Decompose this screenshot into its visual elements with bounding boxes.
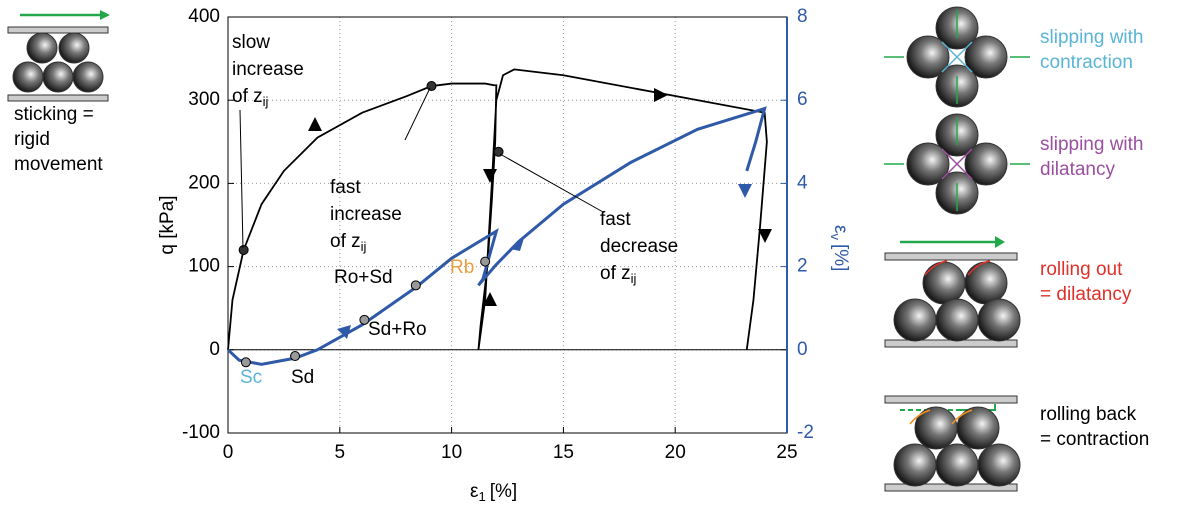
y2-tick-label: 6 (797, 89, 808, 110)
y2-axis-label-symbol: ε (830, 225, 851, 234)
y2-axis-label-subscript: v (828, 233, 843, 240)
annotation-text: of zij (600, 263, 637, 286)
panel-label: = contraction (1040, 429, 1149, 450)
marker (290, 351, 301, 362)
direction-arrow (654, 88, 668, 102)
x-tick-label: 25 (776, 442, 797, 463)
panel-label: movement (14, 154, 103, 175)
y-axis-label: q [kPa] (157, 195, 178, 254)
y-tick-label: 400 (188, 6, 220, 27)
panel-label: slipping with (1040, 134, 1144, 155)
y-tick-label: 200 (188, 172, 220, 193)
leader-line (239, 109, 244, 249)
annotation-subscript: ij (263, 94, 269, 109)
marker-label: Ro+Sd (334, 267, 393, 288)
annotation-text: fast (330, 177, 361, 198)
y2-tick-label: 8 (797, 6, 808, 27)
annotation-text: increase (330, 204, 402, 225)
y-tick-label: 0 (209, 339, 220, 360)
panel-label: rolling out (1040, 259, 1123, 280)
annotation-text: increase (232, 59, 304, 80)
y2-tick-label: 0 (797, 339, 808, 360)
y2-axis-label: εv [%] (828, 225, 851, 271)
y2-axis-label-unit: [%] (830, 244, 851, 271)
direction-arrow (308, 117, 322, 131)
marker-label: Sc (240, 367, 262, 388)
annotation-subscript: ij (361, 239, 367, 254)
panel-label: contraction (1040, 52, 1133, 73)
marker (240, 357, 251, 368)
direction-arrow (483, 169, 497, 183)
panel-label: rolling back (1040, 404, 1137, 425)
marker-label: Sd+Ro (368, 319, 427, 340)
diagrams (7, 6, 1030, 492)
panel-label: slipping with (1040, 27, 1144, 48)
x-axis-label: ε1 [%] (470, 481, 517, 504)
annotation-text: slow (232, 32, 270, 53)
marker (480, 256, 491, 267)
panel-label: dilatancy (1040, 159, 1115, 180)
x-tick-label: 20 (665, 442, 686, 463)
x-axis-label-symbol: ε (470, 481, 479, 502)
panel-label: sticking = (14, 104, 94, 125)
x-tick-label: 10 (441, 442, 462, 463)
annotation-text: decrease (600, 236, 678, 257)
y2-tick-label: 4 (797, 172, 808, 193)
marker (426, 81, 437, 92)
direction-arrow (758, 229, 772, 243)
annotation-subscript: ij (631, 271, 637, 286)
annotation-text: of zij (330, 231, 367, 254)
y2-tick-label: -2 (797, 422, 814, 443)
series-line (227, 68, 768, 350)
direction-arrow (483, 292, 497, 306)
leader-line (404, 87, 431, 141)
x-tick-label: 15 (553, 442, 574, 463)
y2-tick-label: 2 (797, 256, 808, 277)
x-axis-label-unit: [%] (490, 481, 517, 502)
y-tick-label: -100 (182, 422, 220, 443)
panel-label: = dilatancy (1040, 284, 1132, 305)
direction-arrow (510, 238, 524, 251)
y-tick-label: 100 (188, 256, 220, 277)
direction-arrow (337, 325, 351, 339)
x-axis-label-subscript: 1 (478, 489, 485, 504)
panel-label: rigid (14, 129, 50, 150)
annotation-text: of zij (232, 86, 269, 109)
marker (359, 314, 370, 325)
direction-arrow (738, 184, 752, 198)
marker-label: Sd (291, 367, 314, 388)
x-tick-label: 5 (335, 442, 346, 463)
marker (238, 244, 249, 255)
y-tick-label: 300 (188, 89, 220, 110)
marker (410, 280, 421, 291)
x-tick-label: 0 (223, 442, 234, 463)
annotation-text: fast (600, 209, 631, 230)
marker-label: Rb (450, 257, 474, 278)
leader-line (499, 153, 604, 213)
